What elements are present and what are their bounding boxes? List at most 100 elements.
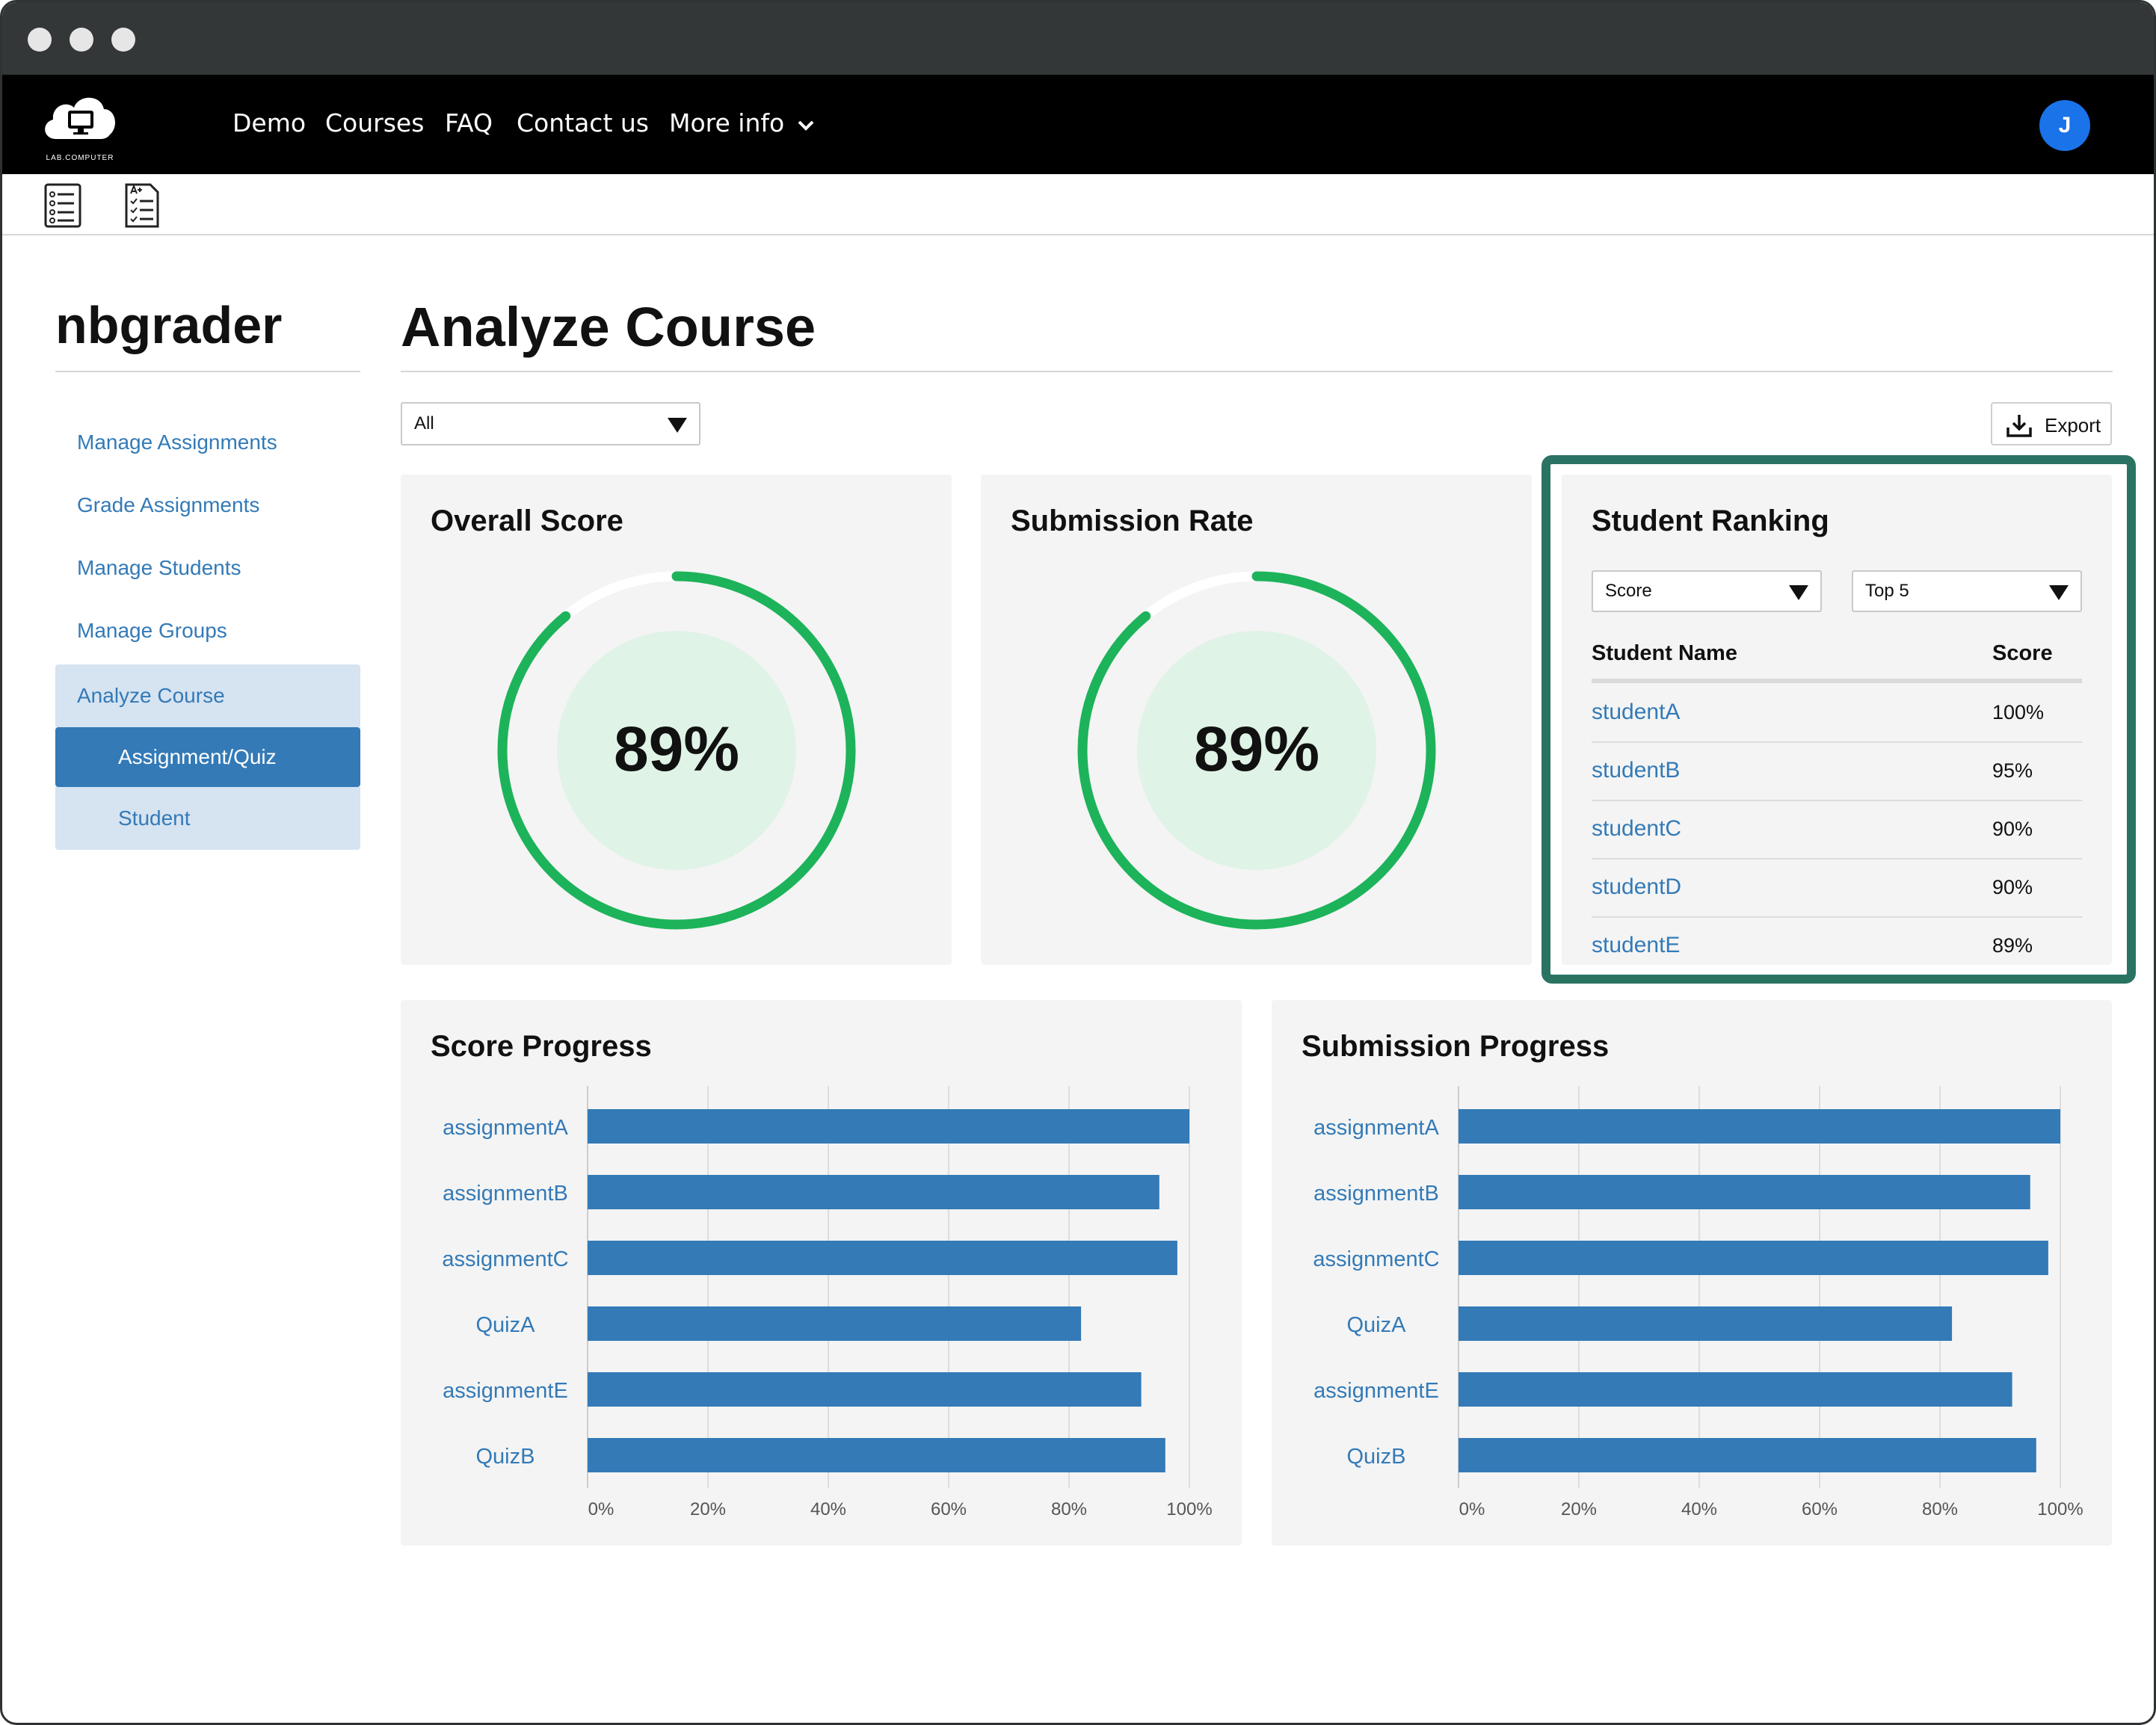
sidebar-title: nbgrader bbox=[55, 296, 283, 354]
x-tick-label: 80% bbox=[1051, 1499, 1087, 1519]
bar[interactable] bbox=[1459, 1175, 2030, 1209]
student-link[interactable]: studentD bbox=[1592, 874, 1682, 899]
page-title: Analyze Course bbox=[401, 296, 816, 358]
x-tick-label: 100% bbox=[2037, 1499, 2083, 1519]
table-row: studentC 90% bbox=[1592, 801, 2082, 860]
bar[interactable] bbox=[1459, 1372, 2012, 1407]
export-label: Export bbox=[2045, 414, 2101, 436]
overall-score-donut: 89% bbox=[493, 567, 860, 934]
category-label[interactable]: assignmentE bbox=[443, 1379, 568, 1403]
student-link[interactable]: studentE bbox=[1592, 933, 1681, 957]
dropdown-arrow-icon bbox=[668, 418, 687, 433]
more-info-label: More info bbox=[669, 108, 785, 138]
list-icon[interactable] bbox=[43, 183, 84, 228]
bar[interactable] bbox=[1459, 1109, 2060, 1144]
category-label[interactable]: assignmentA bbox=[443, 1116, 568, 1140]
sidebar-item-grade-assignments[interactable]: Grade Assignments bbox=[77, 493, 260, 516]
ranking-limit-value: Top 5 bbox=[1865, 581, 1909, 601]
category-label[interactable]: QuizB bbox=[476, 1445, 535, 1469]
category-label[interactable]: assignmentE bbox=[1313, 1379, 1439, 1403]
x-tick-label: 40% bbox=[1681, 1499, 1717, 1519]
overall-score-card: Overall Score 89% bbox=[401, 475, 952, 965]
nav-link-more-info[interactable]: More info bbox=[669, 108, 815, 138]
category-label[interactable]: assignmentB bbox=[443, 1182, 568, 1206]
dropdown-arrow-icon bbox=[1789, 585, 1808, 600]
top-navbar: LAB.COMPUTER Demo Courses FAQ Contact us… bbox=[2, 75, 2154, 174]
nav-link-faq[interactable]: FAQ bbox=[445, 108, 493, 138]
category-label[interactable]: assignmentC bbox=[442, 1247, 568, 1271]
x-tick-label: 20% bbox=[1561, 1499, 1597, 1519]
sidebar-item-manage-students[interactable]: Manage Students bbox=[77, 556, 241, 579]
graded-checklist-icon[interactable] bbox=[120, 183, 162, 228]
bar[interactable] bbox=[588, 1175, 1159, 1209]
nav-link-demo[interactable]: Demo bbox=[232, 108, 307, 138]
nav-link-contact-us[interactable]: Contact us bbox=[517, 108, 649, 138]
submission-progress-chart: 0% 20% 40% 60% 80% 100% assignmentA assignmentB… bbox=[1313, 1086, 2083, 1519]
sidebar-item-analyze-course[interactable]: Analyze Course bbox=[55, 664, 360, 727]
score-progress-chart: 0% 20% 40% 60% 80% 100% assignmentA assignmentB… bbox=[442, 1086, 1213, 1519]
logo-text: LAB.COMPUTER bbox=[46, 154, 114, 162]
category-label[interactable]: QuizB bbox=[1347, 1445, 1406, 1469]
nav-link-courses[interactable]: Courses bbox=[325, 108, 425, 138]
sidebar-subitem-student[interactable]: Student bbox=[55, 787, 360, 850]
submission-rate-title: Submission Rate bbox=[1011, 504, 1254, 537]
dropdown-arrow-icon bbox=[2049, 585, 2069, 600]
ranking-header-divider bbox=[1592, 679, 2082, 683]
window-titlebar bbox=[2, 2, 2154, 75]
bar[interactable] bbox=[588, 1306, 1082, 1341]
export-button[interactable]: Export bbox=[1991, 402, 2112, 445]
window-maximize-dot[interactable] bbox=[111, 28, 135, 52]
sidebar-divider bbox=[55, 371, 360, 372]
page-title-divider bbox=[401, 371, 2113, 372]
bar[interactable] bbox=[588, 1438, 1165, 1472]
student-link[interactable]: studentA bbox=[1592, 700, 1681, 724]
x-tick-label: 20% bbox=[690, 1499, 726, 1519]
table-row: studentD 90% bbox=[1592, 860, 2082, 918]
ranking-sort-select[interactable]: Score bbox=[1592, 570, 1822, 612]
course-filter-select[interactable]: All bbox=[401, 402, 700, 445]
cloud-computer-icon bbox=[45, 97, 115, 139]
sidebar-subitem-assignment-quiz[interactable]: Assignment/Quiz bbox=[55, 727, 360, 787]
score-progress-title: Score Progress bbox=[431, 1030, 652, 1063]
sidebar-item-manage-groups[interactable]: Manage Groups bbox=[77, 619, 227, 642]
chevron-down-icon bbox=[798, 120, 814, 131]
score-progress-card: Score Progress 0% 20% 40% 60% 80% 100% assignm… bbox=[401, 1000, 1242, 1546]
window-minimize-dot[interactable] bbox=[70, 28, 93, 52]
student-score: 89% bbox=[1992, 934, 2033, 957]
student-ranking-title: Student Ranking bbox=[1592, 504, 1829, 537]
category-label[interactable]: assignmentA bbox=[1313, 1116, 1439, 1140]
student-link[interactable]: studentB bbox=[1592, 758, 1681, 783]
student-link[interactable]: studentC bbox=[1592, 816, 1682, 841]
x-tick-label: 60% bbox=[1802, 1499, 1838, 1519]
sidebar-item-manage-assignments[interactable]: Manage Assignments bbox=[77, 431, 277, 454]
ranking-sort-value: Score bbox=[1605, 581, 1652, 601]
bar[interactable] bbox=[1459, 1241, 2048, 1275]
lab-computer-logo[interactable]: LAB.COMPUTER bbox=[38, 85, 122, 163]
bar[interactable] bbox=[588, 1241, 1177, 1275]
course-filter-value: All bbox=[414, 413, 434, 433]
window-close-dot[interactable] bbox=[28, 28, 52, 52]
student-score: 100% bbox=[1992, 701, 2045, 723]
bar[interactable] bbox=[588, 1109, 1189, 1144]
submission-rate-donut: 89% bbox=[1074, 567, 1440, 934]
ranking-col-student-name: Student Name bbox=[1592, 641, 1737, 665]
ranking-limit-select[interactable]: Top 5 bbox=[1852, 570, 2082, 612]
submission-rate-value: 89% bbox=[1193, 714, 1320, 784]
category-label[interactable]: assignmentC bbox=[1313, 1247, 1439, 1271]
category-label[interactable]: assignmentB bbox=[1313, 1182, 1439, 1206]
category-label[interactable]: QuizA bbox=[1347, 1313, 1407, 1337]
overall-score-title: Overall Score bbox=[431, 504, 623, 537]
student-score: 90% bbox=[1992, 876, 2033, 898]
category-label[interactable]: QuizA bbox=[476, 1313, 536, 1337]
user-avatar[interactable]: J bbox=[2039, 100, 2090, 151]
ranking-col-score: Score bbox=[1992, 641, 2053, 665]
x-tick-label: 40% bbox=[810, 1499, 846, 1519]
bar[interactable] bbox=[588, 1372, 1142, 1407]
bar[interactable] bbox=[1459, 1306, 1953, 1341]
table-row: studentB 95% bbox=[1592, 743, 2082, 801]
submission-progress-title: Submission Progress bbox=[1302, 1030, 1610, 1063]
x-tick-label: 0% bbox=[1459, 1499, 1485, 1519]
bar[interactable] bbox=[1459, 1438, 2036, 1472]
student-score: 90% bbox=[1992, 818, 2033, 840]
